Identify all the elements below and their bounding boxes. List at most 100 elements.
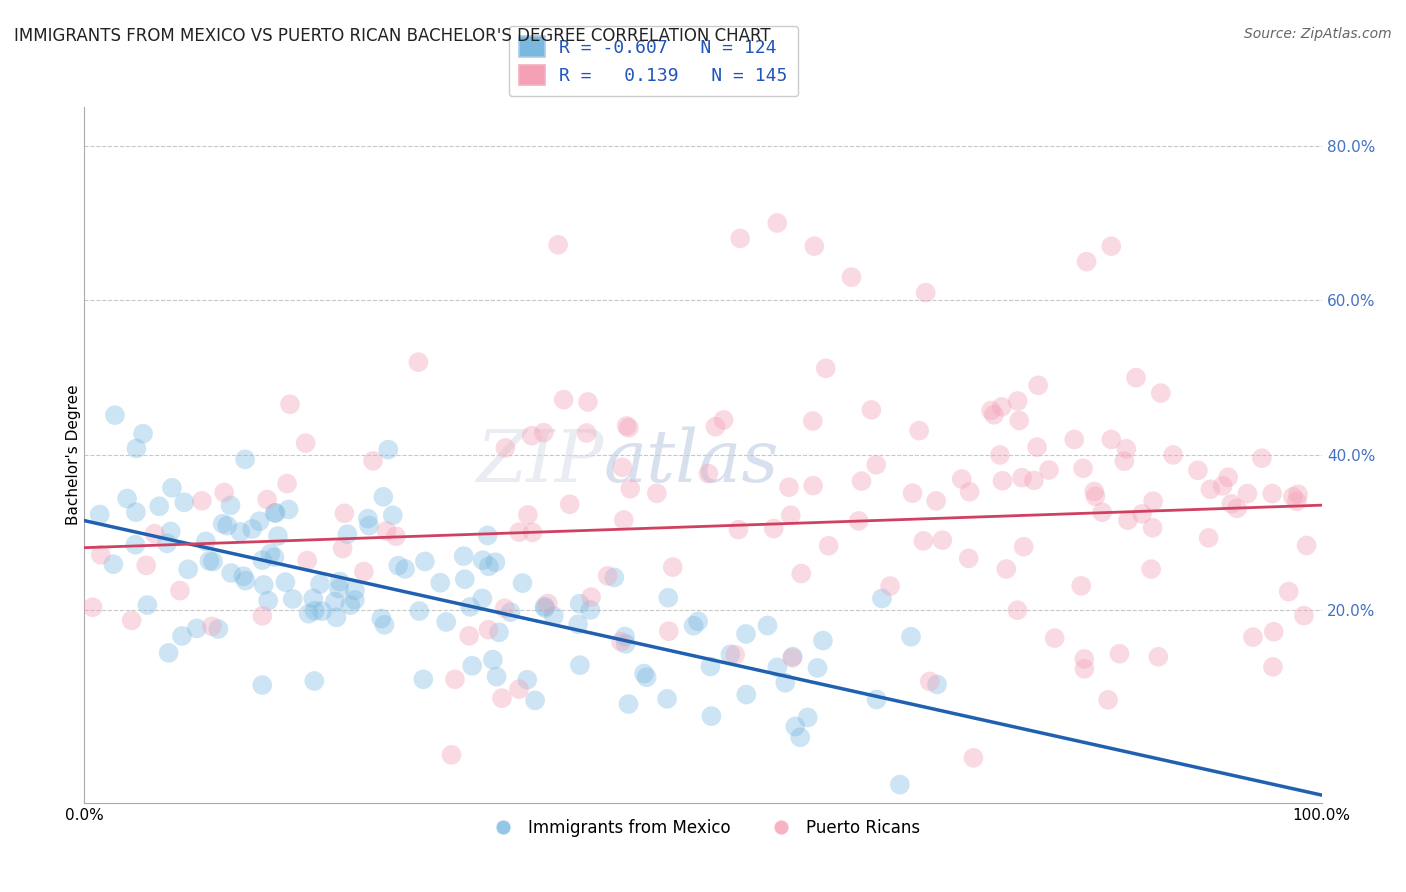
Point bbox=[125, 505, 148, 519]
Point bbox=[645, 486, 668, 500]
Point bbox=[1142, 521, 1164, 535]
Point bbox=[1220, 497, 1243, 511]
Point bbox=[579, 590, 602, 604]
Point bbox=[377, 442, 399, 457]
Point bbox=[780, 651, 803, 665]
Point bbox=[1295, 538, 1317, 552]
Point bbox=[1125, 370, 1147, 384]
Point bbox=[1286, 487, 1309, 501]
Point bbox=[912, 533, 935, 548]
Point bbox=[381, 508, 404, 523]
Point bbox=[512, 576, 534, 591]
Point bbox=[879, 579, 901, 593]
Point bbox=[806, 661, 828, 675]
Point bbox=[1130, 507, 1153, 521]
Point bbox=[115, 491, 138, 506]
Point bbox=[575, 425, 598, 440]
Point bbox=[534, 601, 557, 615]
Point bbox=[276, 476, 298, 491]
Point bbox=[1063, 433, 1085, 447]
Point bbox=[848, 514, 870, 528]
Point bbox=[655, 691, 678, 706]
Point bbox=[616, 419, 638, 434]
Point bbox=[259, 547, 281, 561]
Point bbox=[294, 436, 316, 450]
Point bbox=[1218, 470, 1240, 484]
Point bbox=[520, 428, 543, 442]
Point bbox=[103, 558, 125, 572]
Point bbox=[567, 617, 589, 632]
Point bbox=[688, 615, 710, 629]
Point bbox=[343, 583, 366, 598]
Point bbox=[136, 598, 159, 612]
Point bbox=[700, 709, 723, 723]
Point bbox=[1212, 479, 1234, 493]
Point bbox=[801, 414, 824, 428]
Point bbox=[429, 575, 451, 590]
Point bbox=[756, 618, 779, 632]
Point bbox=[169, 583, 191, 598]
Point bbox=[281, 592, 304, 607]
Point bbox=[860, 402, 883, 417]
Point bbox=[1076, 254, 1098, 268]
Point bbox=[1108, 647, 1130, 661]
Point bbox=[194, 534, 217, 549]
Point bbox=[657, 591, 679, 605]
Point bbox=[811, 633, 834, 648]
Point bbox=[264, 506, 287, 520]
Point bbox=[82, 600, 104, 615]
Point bbox=[233, 452, 256, 467]
Point bbox=[173, 495, 195, 509]
Point bbox=[211, 516, 233, 531]
Point bbox=[1282, 490, 1305, 504]
Point bbox=[950, 472, 973, 486]
Point bbox=[135, 558, 157, 573]
Point bbox=[617, 421, 640, 435]
Point bbox=[959, 484, 981, 499]
Point bbox=[908, 424, 931, 438]
Point bbox=[177, 562, 200, 576]
Point bbox=[212, 485, 235, 500]
Point bbox=[735, 627, 758, 641]
Point bbox=[785, 719, 807, 733]
Point bbox=[614, 637, 637, 651]
Point bbox=[304, 604, 326, 618]
Point bbox=[332, 541, 354, 556]
Point bbox=[699, 659, 721, 673]
Point bbox=[1278, 584, 1301, 599]
Point bbox=[1241, 630, 1264, 644]
Point bbox=[925, 494, 948, 508]
Point bbox=[359, 518, 381, 533]
Point bbox=[370, 611, 392, 625]
Point bbox=[297, 553, 319, 567]
Point bbox=[257, 593, 280, 607]
Point bbox=[1187, 463, 1209, 477]
Point bbox=[613, 630, 636, 644]
Point bbox=[901, 486, 924, 500]
Point bbox=[766, 216, 789, 230]
Point bbox=[801, 478, 824, 492]
Point bbox=[790, 566, 813, 581]
Point bbox=[547, 237, 569, 252]
Point bbox=[373, 490, 395, 504]
Point bbox=[1008, 413, 1031, 427]
Point bbox=[298, 607, 321, 621]
Point bbox=[394, 562, 416, 576]
Point bbox=[1142, 494, 1164, 508]
Point bbox=[1038, 463, 1060, 477]
Point bbox=[1199, 483, 1222, 497]
Point bbox=[727, 523, 749, 537]
Point bbox=[1114, 454, 1136, 468]
Y-axis label: Bachelor's Degree: Bachelor's Degree bbox=[66, 384, 80, 525]
Point bbox=[434, 615, 457, 629]
Point bbox=[508, 682, 530, 697]
Point bbox=[728, 231, 751, 245]
Point bbox=[263, 506, 285, 520]
Point bbox=[988, 448, 1011, 462]
Point bbox=[543, 609, 565, 624]
Point bbox=[1236, 486, 1258, 500]
Point bbox=[658, 624, 681, 639]
Point bbox=[533, 425, 555, 440]
Point bbox=[1084, 489, 1107, 503]
Point bbox=[612, 460, 634, 475]
